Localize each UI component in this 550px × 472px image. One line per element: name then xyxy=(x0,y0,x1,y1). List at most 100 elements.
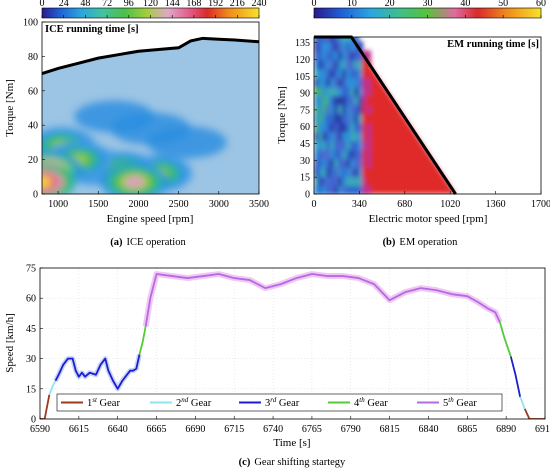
caption-a: (a) ICE operation xyxy=(110,237,186,248)
colorbar-b-tick-label: 20 xyxy=(385,0,395,9)
y-axis-label-c: Speed [km/h] xyxy=(4,313,16,373)
heatmap-b-cell xyxy=(354,185,360,194)
heatmap-b-cell xyxy=(358,113,364,124)
heatmap-b xyxy=(314,37,541,194)
legend-label-number: 3 xyxy=(265,398,270,409)
heatmap-b-cell xyxy=(318,122,324,133)
heatmap-b-cell xyxy=(354,113,360,124)
heatmap-b-cell xyxy=(318,140,324,151)
heatmap-b-cell xyxy=(354,122,360,133)
y-tick-label-c: 30 xyxy=(26,354,36,365)
heatmap-b-cell xyxy=(366,167,372,178)
heatmap-b-cell xyxy=(330,41,336,52)
heatmap-b-cell xyxy=(334,41,340,52)
y-tick-label-b: 30 xyxy=(300,156,310,167)
gear-lines xyxy=(40,271,545,419)
heatmap-a-cell xyxy=(146,126,227,159)
heatmap-b-cell xyxy=(346,122,352,133)
heatmap-b-cell xyxy=(318,50,324,61)
heatmap-b-cell xyxy=(362,77,368,88)
heatmap-b-cell xyxy=(342,176,348,187)
caption-a-tag: (a) xyxy=(110,237,123,248)
heatmap-b-cell xyxy=(318,37,324,43)
heatmap-b-cell xyxy=(354,95,360,106)
heatmap-b-cell xyxy=(318,158,324,169)
legend-label: 5th Gear xyxy=(443,396,477,409)
heatmap-b-cell xyxy=(366,131,372,142)
x-tick-label-c: 6615 xyxy=(69,424,89,435)
heatmap-b-cell xyxy=(346,86,352,97)
heatmap-b-cell xyxy=(346,167,352,178)
heatmap-b-cell xyxy=(334,167,340,178)
heatmap-b-cell xyxy=(322,68,328,79)
legend-label-number: 1 xyxy=(87,398,92,409)
heatmap-b-cell xyxy=(338,113,344,124)
heatmap-b-cell xyxy=(366,149,372,160)
heatmap-b-cell xyxy=(326,131,332,142)
heatmap-b-cell xyxy=(342,37,348,43)
heatmap-b-cell xyxy=(366,122,372,133)
heatmap-b-cell xyxy=(358,77,364,88)
heatmap-b-cell xyxy=(346,113,352,124)
legend-label-suffix: Gear xyxy=(454,398,478,409)
heatmap-b-cell xyxy=(334,68,340,79)
panel-a: 0 24 48 72 96 120 144 168 192 216 240 1000 1500 2000… xyxy=(4,0,269,248)
heatmap-b-cell xyxy=(342,68,348,79)
colorbar-a-tick-label: 48 xyxy=(80,0,90,9)
y-tick-label-a: 100 xyxy=(23,18,38,29)
colorbar-b-tick-label: 10 xyxy=(347,0,357,9)
heatmap-b-cell xyxy=(334,122,340,133)
heatmap-b-cell xyxy=(314,131,320,142)
heatmap-b-cell xyxy=(366,140,372,151)
heatmap-b-cell xyxy=(354,131,360,142)
heatmap-b-cell xyxy=(358,86,364,97)
gear-2-tail xyxy=(519,396,526,410)
heatmap-b-cell xyxy=(358,149,364,160)
heatmap-b-cell xyxy=(326,185,332,194)
caption-c-tag: (c) xyxy=(239,457,251,468)
y-tick-label-b: 135 xyxy=(295,38,310,49)
heatmap-b-cell xyxy=(330,104,336,115)
x-tick-label-b: 340 xyxy=(352,199,367,210)
caption-c-text: Gear shifting startegy xyxy=(254,457,346,468)
x-tick-label-c: 6890 xyxy=(496,424,516,435)
heatmap-b-cell xyxy=(326,77,332,88)
gear-5-halo xyxy=(142,271,503,327)
heatmap-b-cell xyxy=(338,59,344,70)
heatmap-b-cell xyxy=(318,113,324,124)
heatmap-b-cell xyxy=(358,185,364,194)
heatmap-b-cell xyxy=(314,104,320,115)
heatmap-b-cell xyxy=(346,95,352,106)
heatmap-b-cell xyxy=(366,86,372,97)
heatmap-b-cell xyxy=(330,140,336,151)
heatmap-b-cell xyxy=(322,95,328,106)
heatmap-b-cell xyxy=(350,113,356,124)
heatmap-b-cell xyxy=(350,131,356,142)
heatmap-b-cell xyxy=(326,149,332,160)
x-tick-label-a: 1500 xyxy=(88,199,108,210)
caption-b-text: EM operation xyxy=(399,237,458,248)
heatmap-b-cell xyxy=(346,176,352,187)
y-tick-label-b: 90 xyxy=(300,89,310,100)
heatmap-a-outside-region xyxy=(42,22,259,74)
heatmap-b-cell xyxy=(334,149,340,160)
heatmap-b-cell xyxy=(330,86,336,97)
heatmap-b-cell xyxy=(342,167,348,178)
heatmap-b-cell xyxy=(334,158,340,169)
heatmap-b-cell xyxy=(354,176,360,187)
heatmap-b-cell xyxy=(358,41,364,52)
y-ticks-a: 0 20 40 60 80 100 xyxy=(23,18,45,201)
legend-label-suffix: Gear xyxy=(365,398,389,409)
caption-c: (c) Gear shifting startegy xyxy=(239,457,346,468)
y-tick-label-b: 75 xyxy=(300,105,310,116)
colorbar-a-tick-label: 240 xyxy=(252,0,267,9)
y-tick-label-b: 45 xyxy=(300,139,310,150)
y-tick-label-c: 15 xyxy=(26,384,36,395)
heatmap-b-cell xyxy=(366,158,372,169)
heatmap-b-cell xyxy=(318,41,324,52)
heatmap-b-cell xyxy=(318,149,324,160)
heatmap-b-cell xyxy=(322,113,328,124)
y-tick-label-c: 45 xyxy=(26,324,36,335)
heatmap-b-cell xyxy=(346,104,352,115)
heatmap-b-cell xyxy=(342,140,348,151)
